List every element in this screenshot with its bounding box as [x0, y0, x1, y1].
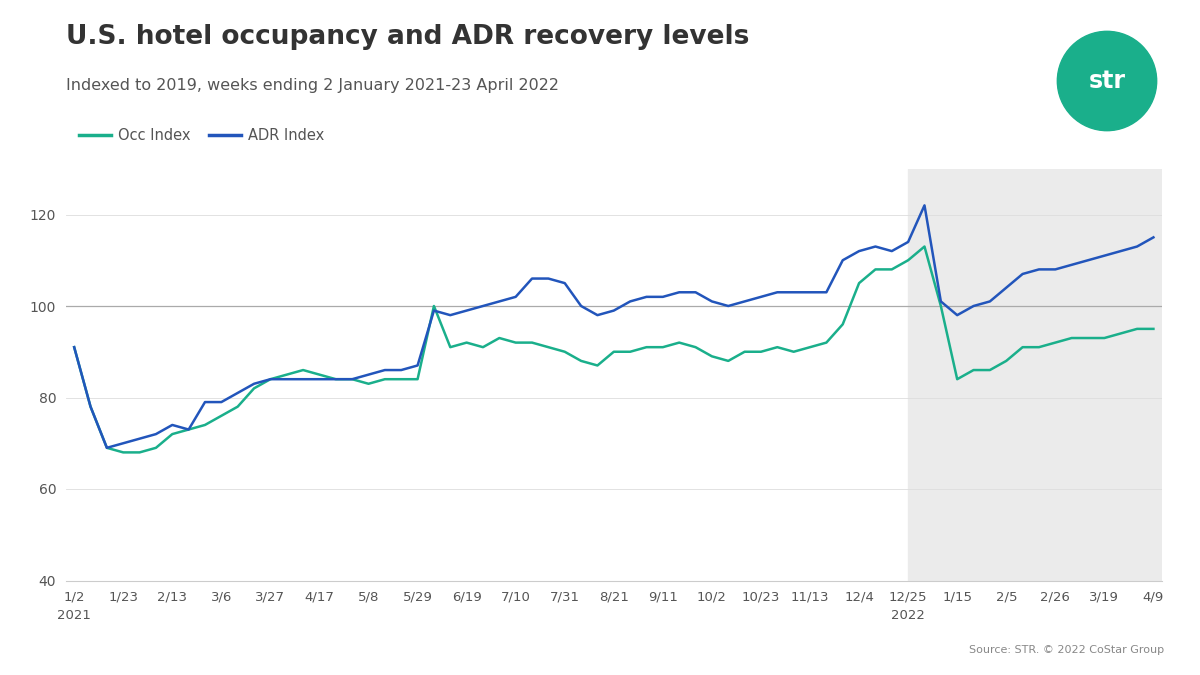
- Text: 2021: 2021: [58, 610, 91, 622]
- Text: 2022: 2022: [892, 610, 925, 622]
- Legend: Occ Index, ADR Index: Occ Index, ADR Index: [73, 123, 330, 149]
- Circle shape: [1057, 31, 1157, 131]
- Text: str: str: [1088, 69, 1126, 93]
- Text: Indexed to 2019, weeks ending 2 January 2021-23 April 2022: Indexed to 2019, weeks ending 2 January …: [66, 78, 559, 92]
- Text: Source: STR. © 2022 CoStar Group: Source: STR. © 2022 CoStar Group: [968, 645, 1164, 655]
- Bar: [908, 169, 1162, 580]
- Text: U.S. hotel occupancy and ADR recovery levels: U.S. hotel occupancy and ADR recovery le…: [66, 24, 749, 50]
